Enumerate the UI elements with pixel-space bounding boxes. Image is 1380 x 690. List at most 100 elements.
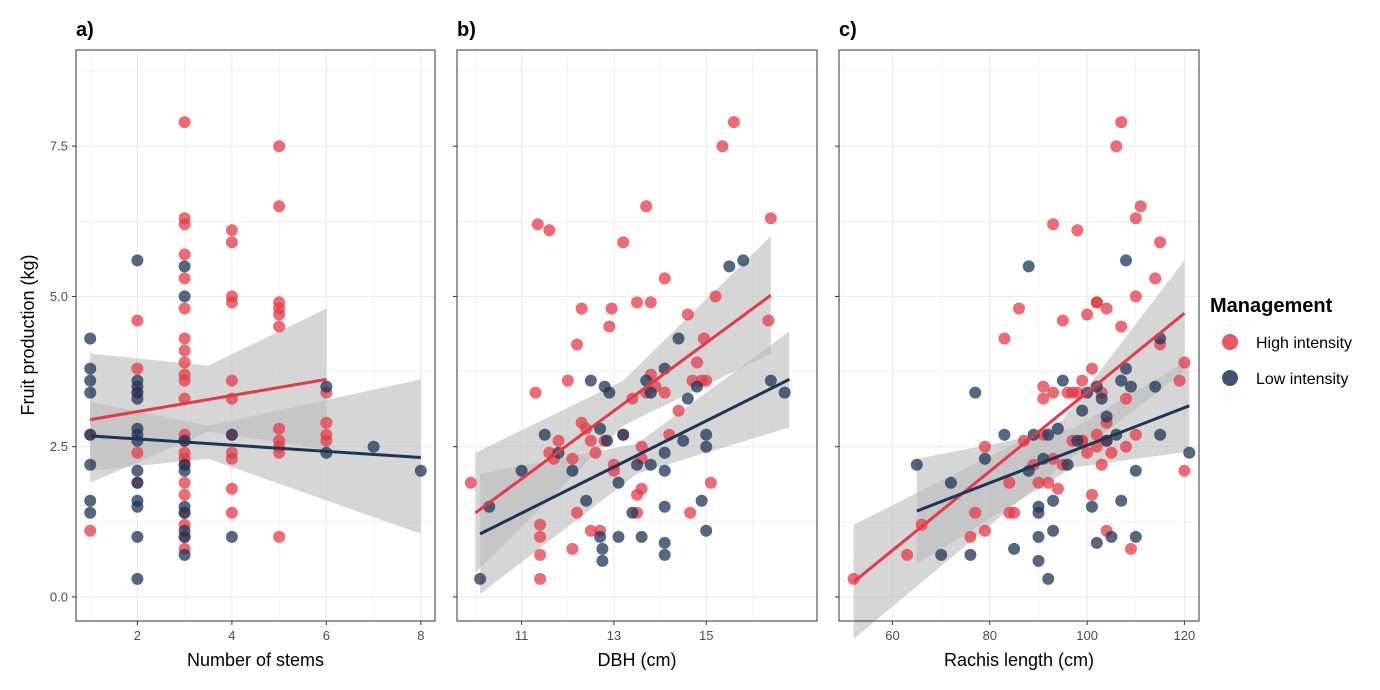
data-point-low-intensity	[1129, 530, 1142, 543]
x-tick-label: 4	[228, 628, 235, 643]
data-point-high-intensity	[225, 224, 238, 237]
data-point-low-intensity	[700, 524, 713, 537]
data-point-low-intensity	[644, 386, 657, 399]
data-point-high-intensity	[225, 374, 238, 387]
data-point-low-intensity	[672, 332, 685, 345]
data-point-low-intensity	[601, 434, 613, 447]
data-point-high-intensity	[1081, 446, 1094, 459]
data-point-low-intensity	[131, 464, 144, 477]
trend-line-high-intensity	[89, 377, 327, 422]
data-point-low-intensity	[131, 392, 144, 405]
data-point-high-intensity	[1134, 200, 1147, 213]
data-point-high-intensity	[964, 530, 977, 543]
data-point-low-intensity	[1115, 374, 1128, 387]
data-point-high-intensity	[1129, 212, 1142, 225]
data-point-high-intensity	[1081, 308, 1094, 321]
x-tick-label: 60	[885, 628, 899, 643]
panel-letter: a)	[76, 19, 94, 41]
data-point-low-intensity	[1124, 380, 1137, 393]
panel-background	[76, 50, 435, 621]
data-point-high-intensity	[635, 482, 648, 495]
data-point-high-intensity	[584, 434, 597, 447]
data-point-low-intensity	[778, 386, 791, 399]
panel-border	[75, 49, 436, 622]
data-point-low-intensity	[84, 374, 97, 387]
data-point-low-intensity	[677, 434, 690, 447]
x-tick-label: 11	[515, 628, 529, 643]
y-tick-label: 5.0	[50, 289, 68, 304]
data-point-high-intensity	[178, 116, 191, 129]
data-point-low-intensity	[1076, 404, 1089, 417]
data-point-low-intensity	[1056, 374, 1069, 387]
data-point-high-intensity	[1086, 362, 1098, 375]
data-point-high-intensity	[1056, 314, 1069, 327]
panel-letter: c)	[839, 19, 857, 41]
data-point-low-intensity	[84, 458, 97, 471]
data-point-high-intensity	[1017, 434, 1030, 447]
data-point-high-intensity	[225, 482, 238, 495]
panel-letter: b)	[457, 19, 476, 41]
data-point-low-intensity	[131, 476, 144, 489]
data-point-high-intensity	[709, 290, 722, 303]
data-point-high-intensity	[543, 224, 556, 237]
data-point-low-intensity	[178, 530, 191, 543]
data-point-high-intensity	[84, 524, 97, 537]
data-point-high-intensity	[534, 518, 547, 531]
data-point-low-intensity	[1120, 254, 1132, 267]
data-point-high-intensity	[1086, 488, 1098, 501]
data-point-low-intensity	[969, 386, 982, 399]
data-point-high-intensity	[1076, 374, 1089, 387]
data-point-low-intensity	[131, 254, 144, 267]
data-point-high-intensity	[1120, 440, 1132, 453]
data-point-high-intensity	[1013, 302, 1025, 315]
x-axis-title: Rachis length (cm)	[944, 650, 1094, 670]
panel-border	[838, 49, 1200, 622]
data-point-low-intensity	[596, 554, 609, 567]
data-point-low-intensity	[1032, 500, 1045, 513]
data-point-low-intensity	[131, 500, 144, 513]
data-point-low-intensity	[1061, 458, 1074, 471]
chart-panel-3: 60 80 100 120 Rachis length (cm) c)	[835, 19, 1200, 670]
data-point-high-intensity	[969, 506, 982, 519]
data-point-high-intensity	[1173, 374, 1186, 387]
data-point-low-intensity	[225, 428, 238, 441]
data-point-low-intensity	[1115, 494, 1128, 507]
data-point-high-intensity	[727, 116, 740, 129]
data-point-high-intensity	[273, 320, 286, 333]
x-tick-label: 15	[699, 628, 713, 643]
data-point-low-intensity	[681, 392, 694, 405]
data-point-low-intensity	[626, 506, 639, 519]
data-point-high-intensity	[131, 446, 144, 459]
data-point-high-intensity	[978, 440, 991, 453]
data-point-high-intensity	[225, 296, 238, 309]
data-point-high-intensity	[178, 374, 191, 387]
data-point-low-intensity	[1100, 410, 1113, 423]
data-point-high-intensity	[225, 452, 238, 465]
data-point-low-intensity	[964, 548, 977, 561]
data-point-high-intensity	[320, 416, 333, 429]
data-point-high-intensity	[998, 332, 1011, 345]
data-point-low-intensity	[178, 506, 191, 519]
legend-key-low-intensity	[1222, 370, 1238, 386]
data-point-high-intensity	[681, 308, 694, 321]
x-axis-title: DBH (cm)	[598, 650, 677, 670]
data-point-high-intensity	[1178, 356, 1191, 369]
data-point-high-intensity	[178, 332, 191, 345]
data-point-low-intensity	[603, 386, 616, 399]
legend-title: Management	[1210, 295, 1333, 317]
data-point-high-intensity	[566, 542, 579, 555]
trend-line-high-intensity	[474, 294, 772, 515]
data-point-high-intensity	[178, 272, 191, 285]
data-point-high-intensity	[178, 356, 191, 369]
data-point-low-intensity	[658, 446, 671, 459]
data-point-low-intensity	[764, 374, 777, 387]
legend: Management High intensity Low intensity	[1210, 295, 1352, 388]
data-point-low-intensity	[84, 332, 97, 345]
data-point-high-intensity	[552, 434, 565, 447]
data-point-low-intensity	[978, 452, 991, 465]
data-point-high-intensity	[1008, 506, 1021, 519]
data-point-low-intensity	[644, 458, 657, 471]
data-point-low-intensity	[617, 428, 630, 441]
data-point-high-intensity	[1149, 272, 1162, 285]
